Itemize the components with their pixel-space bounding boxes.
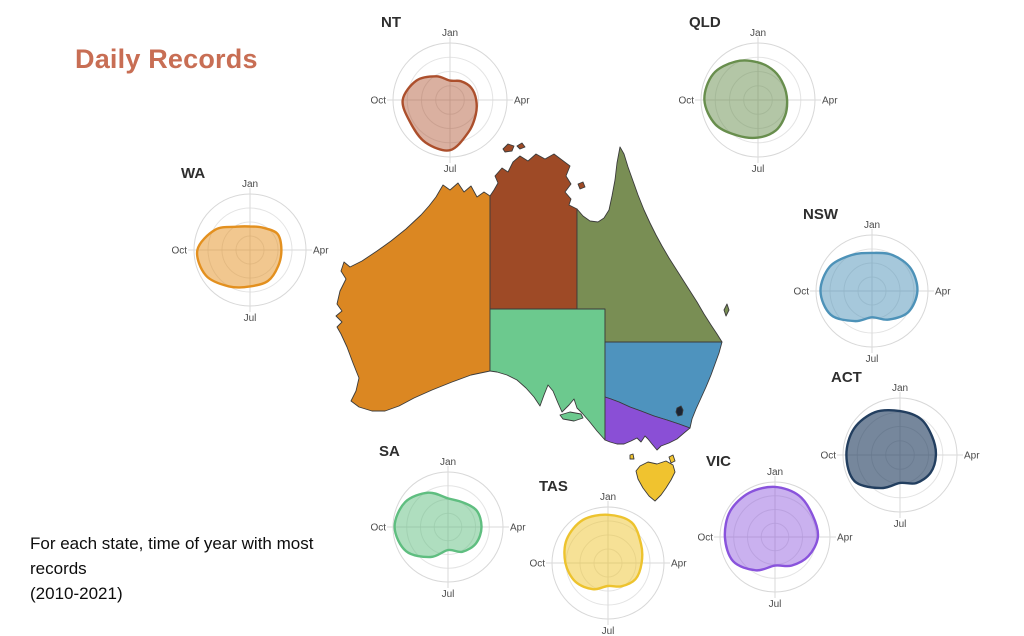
tick-jul: Jul bbox=[894, 519, 907, 530]
page-title: Daily Records bbox=[75, 44, 258, 74]
tick-oct: Oct bbox=[529, 559, 545, 570]
tick-oct: Oct bbox=[370, 523, 386, 534]
tick-oct: Oct bbox=[678, 96, 694, 107]
chart-title-qld: QLD bbox=[689, 14, 721, 31]
radar-area-vic bbox=[723, 485, 820, 572]
tick-jul: Jul bbox=[244, 313, 257, 324]
radar-area-act bbox=[845, 408, 938, 490]
caption-line: records bbox=[30, 559, 87, 578]
tick-apr: Apr bbox=[313, 246, 329, 257]
radar-chart-nsw: Jan Apr Jul Oct NSW bbox=[793, 206, 951, 365]
tick-jan: Jan bbox=[440, 457, 456, 468]
radar-chart-tas: Jan Apr Jul Oct TAS bbox=[529, 478, 687, 636]
map-island-flinders bbox=[668, 454, 676, 464]
radar-chart-wa: Jan Apr Jul Oct WA bbox=[171, 165, 329, 324]
radar-chart-qld: Jan Apr Jul Oct QLD bbox=[678, 14, 838, 175]
tick-jan: Jan bbox=[442, 28, 458, 39]
tick-jul: Jul bbox=[769, 599, 782, 610]
tick-apr: Apr bbox=[837, 533, 853, 544]
tick-jan: Jan bbox=[242, 179, 258, 190]
chart-title-nsw: NSW bbox=[803, 206, 839, 223]
tick-apr: Apr bbox=[514, 96, 530, 107]
tick-apr: Apr bbox=[964, 451, 980, 462]
radar-area-qld bbox=[703, 59, 789, 140]
tick-jan: Jan bbox=[767, 467, 783, 478]
tick-jul: Jul bbox=[602, 626, 615, 636]
tick-apr: Apr bbox=[671, 559, 687, 570]
tick-oct: Oct bbox=[370, 96, 386, 107]
map-island-melville bbox=[516, 142, 526, 150]
map-island-groote bbox=[577, 181, 586, 190]
map-state-sa bbox=[489, 308, 606, 441]
map-state-nt bbox=[489, 153, 578, 310]
radar-chart-vic: Jan Apr Jul Oct VIC bbox=[697, 453, 853, 610]
radar-chart-nt: Jan Apr Jul Oct NT bbox=[370, 14, 530, 175]
tick-oct: Oct bbox=[697, 533, 713, 544]
radar-area-nsw bbox=[819, 251, 919, 323]
tick-jan: Jan bbox=[864, 220, 880, 231]
caption-line: (2010-2021) bbox=[30, 584, 123, 603]
tick-jul: Jul bbox=[752, 164, 765, 175]
tick-oct: Oct bbox=[820, 451, 836, 462]
tick-apr: Apr bbox=[935, 287, 951, 298]
map-state-wa bbox=[335, 182, 491, 412]
radar-area-sa bbox=[393, 491, 483, 559]
radar-area-tas bbox=[563, 513, 644, 591]
tick-oct: Oct bbox=[171, 246, 187, 257]
radar-area-wa bbox=[195, 225, 283, 289]
tick-jul: Jul bbox=[442, 589, 455, 600]
chart-title-tas: TAS bbox=[539, 478, 568, 495]
chart-title-nt: NT bbox=[381, 14, 401, 31]
tick-apr: Apr bbox=[510, 523, 526, 534]
chart-title-sa: SA bbox=[379, 443, 400, 460]
tick-oct: Oct bbox=[793, 287, 809, 298]
radar-chart-act: Jan Apr Jul Oct ACT bbox=[820, 369, 980, 530]
map-island-tiwi bbox=[502, 143, 515, 153]
map-state-act bbox=[675, 405, 684, 417]
map-state-vic bbox=[604, 396, 691, 451]
caption: For each state, time of year with most r… bbox=[30, 531, 313, 606]
tick-apr: Apr bbox=[822, 96, 838, 107]
chart-title-wa: WA bbox=[181, 165, 205, 182]
radar-chart-sa: Jan Apr Jul Oct SA bbox=[370, 443, 526, 600]
map-state-tas bbox=[635, 460, 676, 502]
map-state-qld bbox=[576, 146, 723, 343]
tick-jul: Jul bbox=[866, 354, 879, 365]
tick-jan: Jan bbox=[600, 492, 616, 503]
tick-jan: Jan bbox=[750, 28, 766, 39]
map-island-king bbox=[629, 453, 635, 460]
chart-title-act: ACT bbox=[831, 369, 862, 386]
chart-title-vic: VIC bbox=[706, 453, 731, 470]
tick-jan: Jan bbox=[892, 383, 908, 394]
radar-area-nt bbox=[401, 75, 478, 152]
tick-jul: Jul bbox=[444, 164, 457, 175]
map-island-fraser bbox=[723, 303, 730, 317]
caption-line: For each state, time of year with most bbox=[30, 534, 314, 553]
map-island-kangaroo bbox=[559, 411, 584, 422]
australia-map bbox=[335, 142, 730, 502]
